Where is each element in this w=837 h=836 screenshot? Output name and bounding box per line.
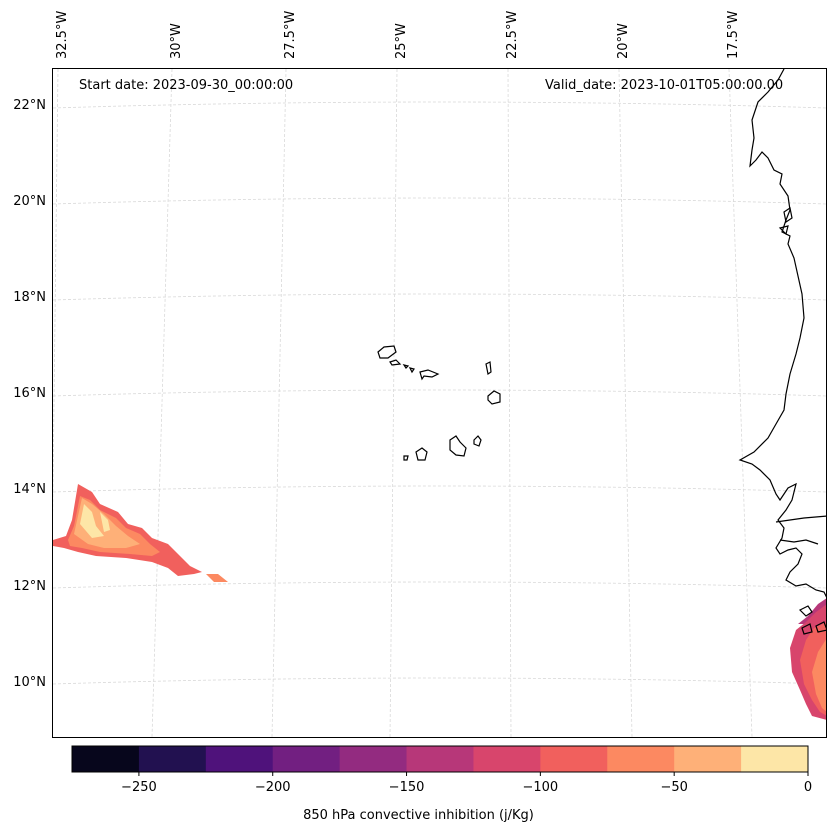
graticule: [53, 69, 826, 737]
cin-contours-west: [53, 484, 228, 582]
lon-label-22-5w: 22.5°W: [505, 10, 520, 59]
lon-label-30w: 30°W: [169, 23, 184, 59]
colorbar-segment: [205, 746, 274, 772]
colorbar-segment: [272, 746, 341, 772]
lat-label-12n: 12°N: [13, 579, 46, 594]
cape-verde-islands: [377, 345, 501, 461]
lat-label-16n: 16°N: [13, 386, 46, 401]
colorbar-segment: [674, 746, 742, 772]
colorbar-tick-label: −200: [254, 780, 291, 795]
colorbar: [72, 746, 809, 772]
colorbar-outline: [71, 745, 809, 773]
colorbar-tick-label: −150: [388, 780, 425, 795]
colorbar-tick-label: −100: [522, 780, 559, 795]
colorbar-segment: [473, 746, 541, 772]
lon-label-25w: 25°W: [394, 23, 409, 59]
colorbar-segment: [138, 746, 207, 772]
colorbar-segment: [339, 746, 408, 772]
colorbar-segment: [406, 746, 474, 772]
lat-label-22n: 22°N: [13, 98, 46, 113]
colorbar-label: 850 hPa convective inhibition (j/Kg): [303, 808, 534, 823]
colorbar-segment: [72, 746, 140, 772]
colorbar-segment: [607, 746, 675, 772]
lon-label-20w: 20°W: [616, 23, 631, 59]
colorbar-tick-label: 0: [803, 780, 813, 795]
colorbar-segment: [540, 746, 608, 772]
start-date-label: Start date: 2023-09-30_00:00:00: [79, 78, 294, 93]
lat-label-10n: 10°N: [13, 675, 46, 690]
lon-label-27-5w: 27.5°W: [283, 10, 298, 59]
cin-contours-southeast: [790, 598, 826, 720]
colorbar-tick-label: −50: [660, 780, 688, 795]
lat-label-20n: 20°N: [13, 194, 46, 209]
lat-label-14n: 14°N: [13, 482, 46, 497]
lat-label-18n: 18°N: [13, 290, 46, 305]
lon-label-17-5w: 17.5°W: [726, 10, 741, 59]
valid-date-label: Valid_date: 2023-10-01T05:00:00.00: [545, 78, 784, 93]
colorbar-tick-label: −250: [121, 780, 157, 795]
west-african-coastline: [738, 69, 826, 635]
map-frame: [52, 68, 827, 738]
colorbar-ticks: [138, 772, 809, 776]
colorbar-segment: [741, 746, 809, 772]
lon-label-32-5w: 32.5°W: [55, 10, 70, 59]
